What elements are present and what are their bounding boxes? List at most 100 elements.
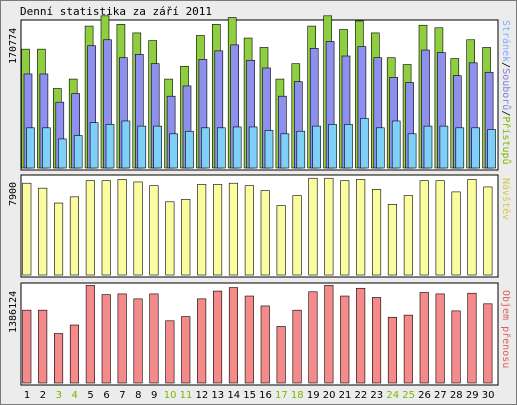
legend-part: Souborů xyxy=(500,68,512,110)
volume-bar xyxy=(371,297,382,384)
day-label: 23 xyxy=(370,390,383,401)
day-label: 6 xyxy=(103,390,109,401)
pages-bar xyxy=(217,127,226,169)
volume-bar xyxy=(149,293,159,384)
volume-bar xyxy=(165,320,175,384)
visits-bar xyxy=(403,195,413,276)
visits-bar xyxy=(85,180,95,276)
volume-bar xyxy=(213,290,223,384)
visits-bar xyxy=(38,187,48,276)
visits-bar xyxy=(53,202,64,276)
legend-part: / xyxy=(500,62,511,68)
pages-bar xyxy=(105,124,115,169)
pages-bar xyxy=(423,125,433,169)
volume-bar xyxy=(387,316,398,384)
day-label: 26 xyxy=(418,390,431,401)
visits-bar xyxy=(324,177,334,276)
visits-bar xyxy=(149,185,159,276)
day-label: 19 xyxy=(307,390,320,401)
day-label: 27 xyxy=(434,390,447,401)
pages-bar xyxy=(42,127,51,169)
day-axis-labels: 1 2 3 4 5 6 7 8 9 10 11 12 13 14 15 16 17 18 19 20 21 22 23 24 2… xyxy=(24,390,495,401)
day-label: 13 xyxy=(211,390,224,401)
volume-bar xyxy=(181,316,191,384)
pages-bar xyxy=(57,138,67,169)
top-panel-legend-label: Stránek/Souborů/Přístupů xyxy=(500,20,512,165)
pages-bar xyxy=(185,130,194,169)
pages-bar xyxy=(439,125,449,169)
visits-bar xyxy=(483,186,493,276)
pages-bar xyxy=(169,133,178,169)
bottom-panel-max-label: 1386124 xyxy=(8,291,19,333)
volume-bar xyxy=(483,303,493,384)
day-label: 25 xyxy=(402,390,415,401)
visits-bar xyxy=(292,195,302,276)
volume-bar xyxy=(260,305,270,384)
pages-bar xyxy=(296,130,306,169)
day-label: 10 xyxy=(164,390,177,401)
volume-bar xyxy=(403,314,413,384)
chart-title: Denní statistika za září 2011 xyxy=(20,5,212,18)
pages-bar xyxy=(455,127,465,169)
top-panel-frame xyxy=(20,19,499,171)
volume-bar xyxy=(451,310,461,384)
day-label: 3 xyxy=(56,390,62,401)
volume-bar xyxy=(101,294,111,384)
volume-bar xyxy=(356,287,366,384)
bottom-panel-frame xyxy=(20,282,499,386)
visits-bar xyxy=(467,179,477,276)
day-label: 1 xyxy=(24,390,30,401)
day-label: 21 xyxy=(339,390,352,401)
visits-bar xyxy=(133,181,143,276)
volume-bar xyxy=(53,333,64,384)
day-label: 7 xyxy=(119,390,125,401)
volume-bar xyxy=(197,298,207,384)
pages-bar xyxy=(280,133,290,169)
day-label: 15 xyxy=(243,390,256,401)
visits-bar xyxy=(117,179,127,276)
visits-bar xyxy=(181,199,191,276)
volume-bar xyxy=(324,285,334,384)
visits-bar xyxy=(260,190,270,276)
middle-panel-frame xyxy=(20,174,499,278)
legend-part: / xyxy=(500,110,511,116)
pages-bar xyxy=(26,127,35,169)
pages-bar xyxy=(73,135,83,169)
day-label: 9 xyxy=(151,390,157,401)
day-label: 30 xyxy=(482,390,495,401)
visits-bar xyxy=(451,191,461,276)
pages-bar xyxy=(471,127,481,169)
volume-bar xyxy=(38,309,48,384)
visits-bar xyxy=(101,180,111,276)
day-label: 17 xyxy=(275,390,288,401)
visits-bar xyxy=(228,182,238,276)
visits-bar xyxy=(22,182,32,276)
volume-bar xyxy=(340,295,350,384)
visits-bar xyxy=(340,180,350,276)
visits-bar xyxy=(308,177,318,276)
pages-bar xyxy=(264,130,274,169)
volume-bar xyxy=(133,298,143,384)
day-label: 16 xyxy=(259,390,272,401)
bottom-panel-bars xyxy=(22,285,493,384)
volume-bar xyxy=(244,295,254,384)
volume-bar xyxy=(467,292,477,384)
volume-bar xyxy=(69,324,79,384)
pages-bar xyxy=(407,133,417,169)
pages-bar xyxy=(360,118,369,169)
visits-bar xyxy=(69,196,79,276)
visits-bar xyxy=(387,203,398,276)
day-label: 29 xyxy=(466,390,479,401)
volume-bar xyxy=(22,309,32,384)
pages-bar xyxy=(89,122,99,169)
pages-bar xyxy=(232,126,242,169)
pages-bar xyxy=(344,124,353,169)
visits-bar xyxy=(419,180,429,276)
day-label: 12 xyxy=(196,390,209,401)
visits-bar xyxy=(435,180,445,276)
volume-bar xyxy=(117,293,127,384)
day-label: 24 xyxy=(386,390,399,401)
visits-bar xyxy=(213,184,223,276)
day-label: 2 xyxy=(40,390,46,401)
